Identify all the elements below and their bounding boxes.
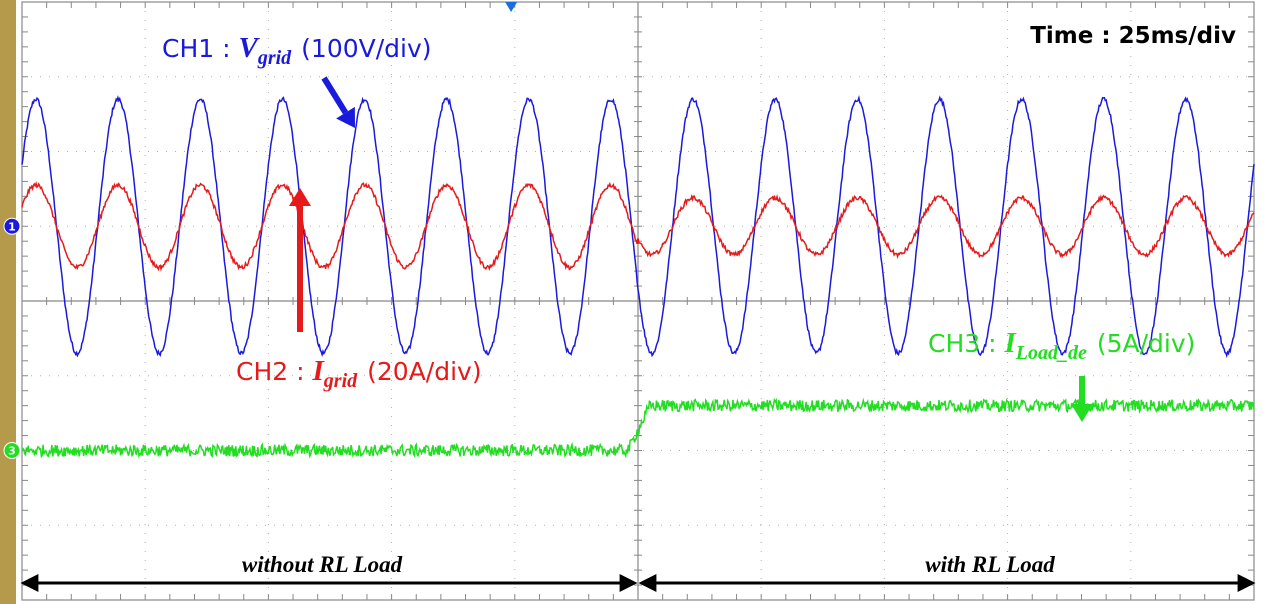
ch1-marker-label: 1 <box>8 220 16 233</box>
ch3-prefix: CH3 : <box>928 329 1004 358</box>
ch2-arrow-head <box>289 188 311 206</box>
trigger-marker <box>505 2 518 12</box>
ch1-arrow-shaft <box>321 76 349 115</box>
ch1-subscript: grid <box>257 47 292 69</box>
ch1-scale: (100V/div) <box>301 34 431 63</box>
ch2-prefix: CH2 : <box>236 357 312 386</box>
ch2-scale: (20A/div) <box>367 357 481 386</box>
ch3-trace <box>21 397 1255 459</box>
ch1-trace <box>21 94 1255 359</box>
ch2-label: CH2 : Igrid (20A/div) <box>236 355 482 392</box>
ch1-label: CH1 : Vgrid (100V/div) <box>162 32 432 69</box>
ch2-trace <box>21 181 1255 272</box>
ch3-marker-label: 3 <box>8 445 16 458</box>
section-label-with: with RL Load <box>925 552 1055 577</box>
ch3-scale: (5A/div) <box>1097 329 1196 358</box>
waveforms: 13 <box>3 94 1255 459</box>
ch1-prefix: CH1 : <box>162 34 238 63</box>
ch3-marker <box>3 442 21 459</box>
ch1-symbol: V <box>238 32 260 64</box>
ch3-subscript: Load_de <box>1015 342 1087 364</box>
ch3-arrow-head <box>1071 404 1093 422</box>
ch3-label: CH3 : ILoad_de (5A/div) <box>928 327 1195 364</box>
ch3-symbol: I <box>1003 327 1017 359</box>
ch1-marker <box>3 217 21 235</box>
grid <box>21 1 1255 601</box>
ch2-symbol: I <box>311 355 325 387</box>
time-scale-label: Time : 25ms/div <box>1030 23 1236 49</box>
annotations <box>20 76 1256 592</box>
ch2-subscript: grid <box>323 370 358 392</box>
section-label-without: without RL Load <box>242 552 403 577</box>
ch1-arrow-head <box>336 106 355 128</box>
